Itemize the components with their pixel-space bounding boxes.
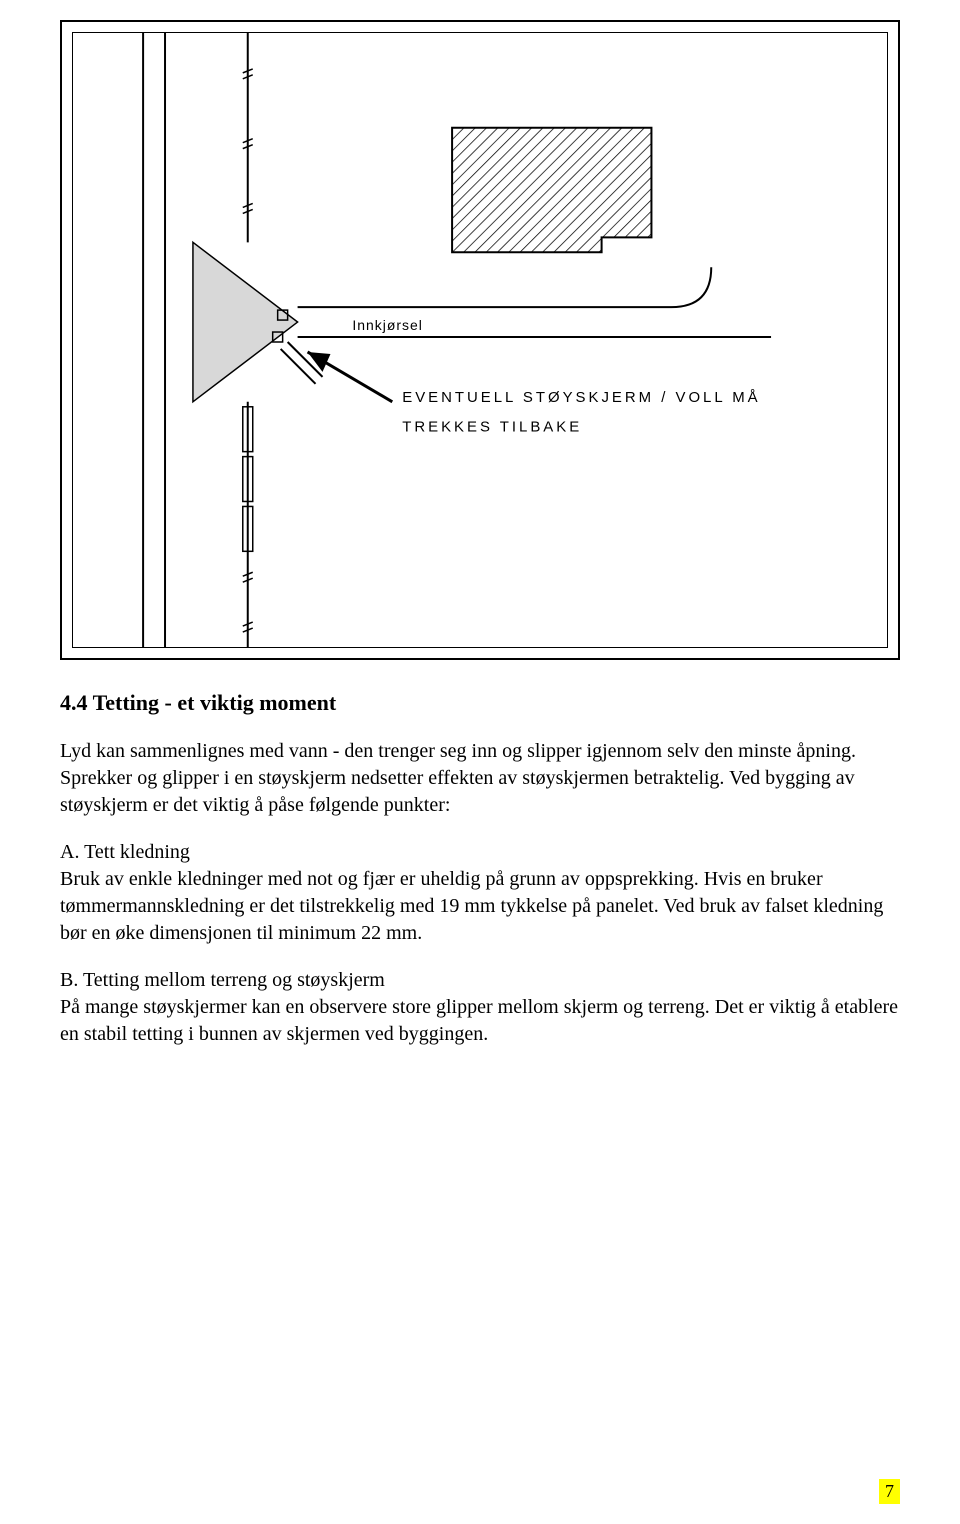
intro-paragraph: Lyd kan sammenlignes med vann - den tren… — [60, 738, 900, 819]
section-title: 4.4 Tetting - et viktig moment — [60, 690, 900, 716]
diagram-svg: Innkjørsel EVENTUELL — [73, 33, 887, 647]
diagram-label-line2: TREKKES TILBAKE — [402, 419, 582, 436]
item-a-heading: A. Tett kledning — [60, 841, 190, 863]
item-b-body: På mange støyskjermer kan en observere s… — [60, 996, 898, 1045]
diagram-frame-inner: Innkjørsel EVENTUELL — [72, 32, 888, 648]
diagram-frame-outer: Innkjørsel EVENTUELL — [60, 20, 900, 660]
item-b-heading: B. Tetting mellom terreng og støyskjerm — [60, 969, 385, 991]
diagram-label-line1: EVENTUELL STØYSKJERM / VOLL MÅ — [402, 389, 760, 406]
item-a: A. Tett kledning Bruk av enkle kledninge… — [60, 839, 900, 947]
item-a-body: Bruk av enkle kledninger med not og fjær… — [60, 868, 883, 944]
page-number: 7 — [879, 1479, 900, 1504]
item-b: B. Tetting mellom terreng og støyskjerm … — [60, 967, 900, 1048]
diagram-label-innkjorsel: Innkjørsel — [352, 317, 422, 333]
